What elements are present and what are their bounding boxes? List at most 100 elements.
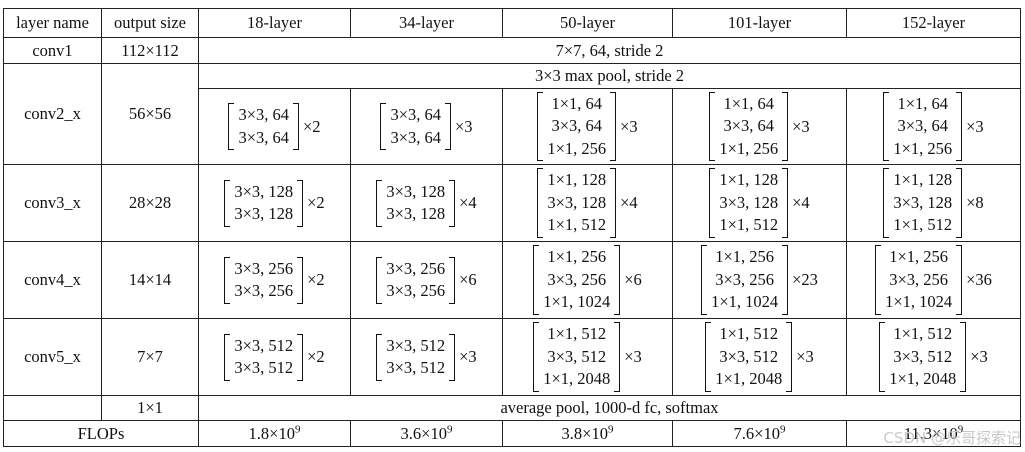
block-layer-spec: 1×1, 1024 bbox=[543, 292, 611, 312]
block-layer-spec: 1×1, 2048 bbox=[715, 369, 783, 389]
block-multiplier: ×4 bbox=[459, 193, 477, 212]
block-layer-spec: 3×3, 64 bbox=[390, 127, 441, 147]
block-cell: 1×1, 512 3×3, 512 1×1, 2048 ×3 bbox=[846, 318, 1021, 396]
residual-block: 1×1, 64 3×3, 64 1×1, 256 ×3 bbox=[537, 91, 638, 162]
block-layer-spec: 1×1, 256 bbox=[719, 138, 779, 158]
block-cell: 3×3, 512 3×3, 512 ×2 bbox=[198, 318, 351, 396]
residual-block: 3×3, 128 3×3, 128 ×4 bbox=[376, 179, 477, 227]
block-layer-spec: 3×3, 256 bbox=[234, 258, 294, 278]
block-layer-spec: 3×3, 128 bbox=[547, 192, 607, 212]
flops-exponent: 9 bbox=[779, 423, 786, 435]
block-cell: 1×1, 128 3×3, 128 1×1, 512 ×4 bbox=[502, 164, 673, 242]
residual-block: 1×1, 64 3×3, 64 1×1, 256 ×3 bbox=[883, 91, 984, 162]
flops-base: 1.8×10 bbox=[248, 423, 295, 443]
header-output-size: output size bbox=[101, 8, 199, 38]
stage-output-size: 14×14 bbox=[101, 241, 199, 319]
residual-block: 1×1, 512 3×3, 512 1×1, 2048 ×3 bbox=[705, 322, 814, 392]
block-cell: 1×1, 64 3×3, 64 1×1, 256 ×3 bbox=[502, 88, 673, 165]
conv1-spec: 7×7, 64, stride 2 bbox=[198, 37, 1021, 64]
conv1-row: conv1 112×112 7×7, 64, stride 2 bbox=[3, 37, 1021, 64]
block-bracket: 3×3, 64 3×3, 64 bbox=[228, 103, 299, 150]
block-multiplier: ×3 bbox=[624, 347, 642, 366]
block-multiplier: ×3 bbox=[455, 116, 473, 136]
block-cell: 1×1, 128 3×3, 128 1×1, 512 ×8 bbox=[846, 164, 1021, 242]
flops-exponent: 9 bbox=[957, 423, 964, 435]
block-layer-spec: 1×1, 1024 bbox=[711, 292, 779, 312]
block-bracket: 1×1, 128 3×3, 128 1×1, 512 bbox=[709, 168, 789, 238]
block-layer-spec: 1×1, 2048 bbox=[543, 369, 611, 389]
block-multiplier: ×3 bbox=[970, 347, 988, 366]
block-layer-spec: 3×3, 64 bbox=[238, 127, 289, 147]
flops-value: 11.3×109 bbox=[846, 420, 1021, 447]
block-layer-spec: 1×1, 128 bbox=[893, 170, 953, 190]
block-layer-spec: 3×3, 128 bbox=[386, 204, 446, 223]
stage-output-size: 7×7 bbox=[101, 318, 199, 396]
block-cell: 3×3, 512 3×3, 512 ×3 bbox=[350, 318, 503, 396]
block-layer-spec: 1×1, 256 bbox=[715, 247, 774, 267]
block-bracket: 1×1, 64 3×3, 64 1×1, 256 bbox=[709, 91, 789, 162]
block-layer-spec: 1×1, 1024 bbox=[885, 292, 953, 312]
block-cell: 3×3, 64 3×3, 64 ×3 bbox=[350, 88, 503, 165]
block-layer-spec: 3×3, 256 bbox=[889, 269, 948, 289]
block-cell: 3×3, 256 3×3, 256 ×6 bbox=[350, 241, 503, 319]
residual-block: 1×1, 128 3×3, 128 1×1, 512 ×8 bbox=[883, 168, 984, 238]
block-layer-spec: 1×1, 512 bbox=[893, 324, 953, 344]
conv1-output-size: 112×112 bbox=[101, 37, 199, 64]
block-cell: 1×1, 64 3×3, 64 1×1, 256 ×3 bbox=[672, 88, 847, 165]
conv3-row: conv3_x 28×28 3×3, 128 3×3, 128 ×2 3×3, 128… bbox=[3, 164, 1021, 242]
maxpool-spec: 3×3 max pool, stride 2 bbox=[198, 63, 1021, 89]
stage-output-size: 28×28 bbox=[101, 164, 199, 242]
header-34-layer: 34-layer bbox=[350, 8, 503, 38]
residual-block: 1×1, 256 3×3, 256 1×1, 1024 ×23 bbox=[701, 245, 818, 315]
flops-exponent: 9 bbox=[607, 423, 614, 435]
flops-exponent: 9 bbox=[294, 423, 301, 435]
header-row: layer name output size 18-layer 34-layer… bbox=[3, 8, 1021, 38]
block-multiplier: ×36 bbox=[966, 270, 992, 289]
residual-block: 3×3, 64 3×3, 64 ×2 bbox=[228, 103, 321, 150]
flops-base: 7.6×10 bbox=[733, 423, 780, 443]
conv2-row: 3×3, 64 3×3, 64 ×2 3×3, 64 3×3, 64 ×3 1×1, 64 3… bbox=[4, 88, 1021, 165]
conv5-row: conv5_x 7×7 3×3, 512 3×3, 512 ×2 3×3, 512 3×… bbox=[3, 318, 1021, 396]
block-layer-spec: 3×3, 256 bbox=[386, 258, 446, 278]
block-layer-spec: 3×3, 128 bbox=[234, 204, 294, 223]
block-bracket: 1×1, 512 3×3, 512 1×1, 2048 bbox=[879, 322, 967, 392]
flops-label: FLOPs bbox=[3, 420, 199, 447]
block-cell: 3×3, 128 3×3, 128 ×4 bbox=[350, 164, 503, 242]
residual-block: 3×3, 128 3×3, 128 ×2 bbox=[224, 179, 325, 227]
block-layer-spec: 3×3, 512 bbox=[547, 346, 607, 366]
residual-block: 3×3, 512 3×3, 512 ×3 bbox=[376, 333, 477, 381]
block-layer-spec: 3×3, 256 bbox=[386, 281, 446, 300]
block-bracket: 3×3, 256 3×3, 256 bbox=[376, 256, 456, 304]
block-cell: 1×1, 512 3×3, 512 1×1, 2048 ×3 bbox=[672, 318, 847, 396]
block-multiplier: ×3 bbox=[966, 116, 984, 136]
block-multiplier: ×4 bbox=[620, 193, 638, 212]
final-output-size: 1×1 bbox=[101, 395, 199, 421]
block-bracket: 3×3, 64 3×3, 64 bbox=[380, 103, 451, 150]
block-layer-spec: 1×1, 128 bbox=[719, 170, 779, 190]
block-bracket: 3×3, 512 3×3, 512 bbox=[376, 333, 456, 381]
block-layer-spec: 1×1, 128 bbox=[547, 170, 607, 190]
residual-block: 3×3, 256 3×3, 256 ×2 bbox=[224, 256, 325, 304]
block-multiplier: ×6 bbox=[459, 270, 477, 289]
stage-name: conv2_x bbox=[3, 63, 102, 165]
block-cell: 1×1, 256 3×3, 256 1×1, 1024 ×6 bbox=[502, 241, 673, 319]
block-multiplier: ×2 bbox=[307, 270, 325, 289]
watermark: CSDN @乐哥探索记 bbox=[883, 429, 1021, 447]
flops-value: 3.8×109 bbox=[502, 420, 673, 447]
header-layer-name: layer name bbox=[3, 8, 102, 38]
block-bracket: 3×3, 512 3×3, 512 bbox=[224, 333, 304, 381]
conv4-row: conv4_x 14×14 3×3, 256 3×3, 256 ×2 3×3, 256… bbox=[3, 241, 1021, 319]
resnet-architecture-table: layer name output size 18-layer 34-layer… bbox=[3, 8, 1021, 447]
block-layer-spec: 1×1, 64 bbox=[723, 93, 774, 113]
block-bracket: 1×1, 128 3×3, 128 1×1, 512 bbox=[537, 168, 617, 238]
block-bracket: 1×1, 64 3×3, 64 1×1, 256 bbox=[883, 91, 963, 162]
block-multiplier: ×2 bbox=[307, 347, 325, 366]
block-layer-spec: 3×3, 128 bbox=[386, 181, 446, 201]
block-cell: 3×3, 64 3×3, 64 ×2 bbox=[198, 88, 351, 165]
stage-name: conv4_x bbox=[3, 241, 102, 319]
residual-block: 3×3, 64 3×3, 64 ×3 bbox=[380, 103, 473, 150]
block-layer-spec: 3×3, 128 bbox=[719, 192, 779, 212]
block-layer-spec: 1×1, 512 bbox=[719, 324, 779, 344]
block-bracket: 1×1, 256 3×3, 256 1×1, 1024 bbox=[875, 245, 963, 315]
block-layer-spec: 1×1, 512 bbox=[547, 324, 607, 344]
